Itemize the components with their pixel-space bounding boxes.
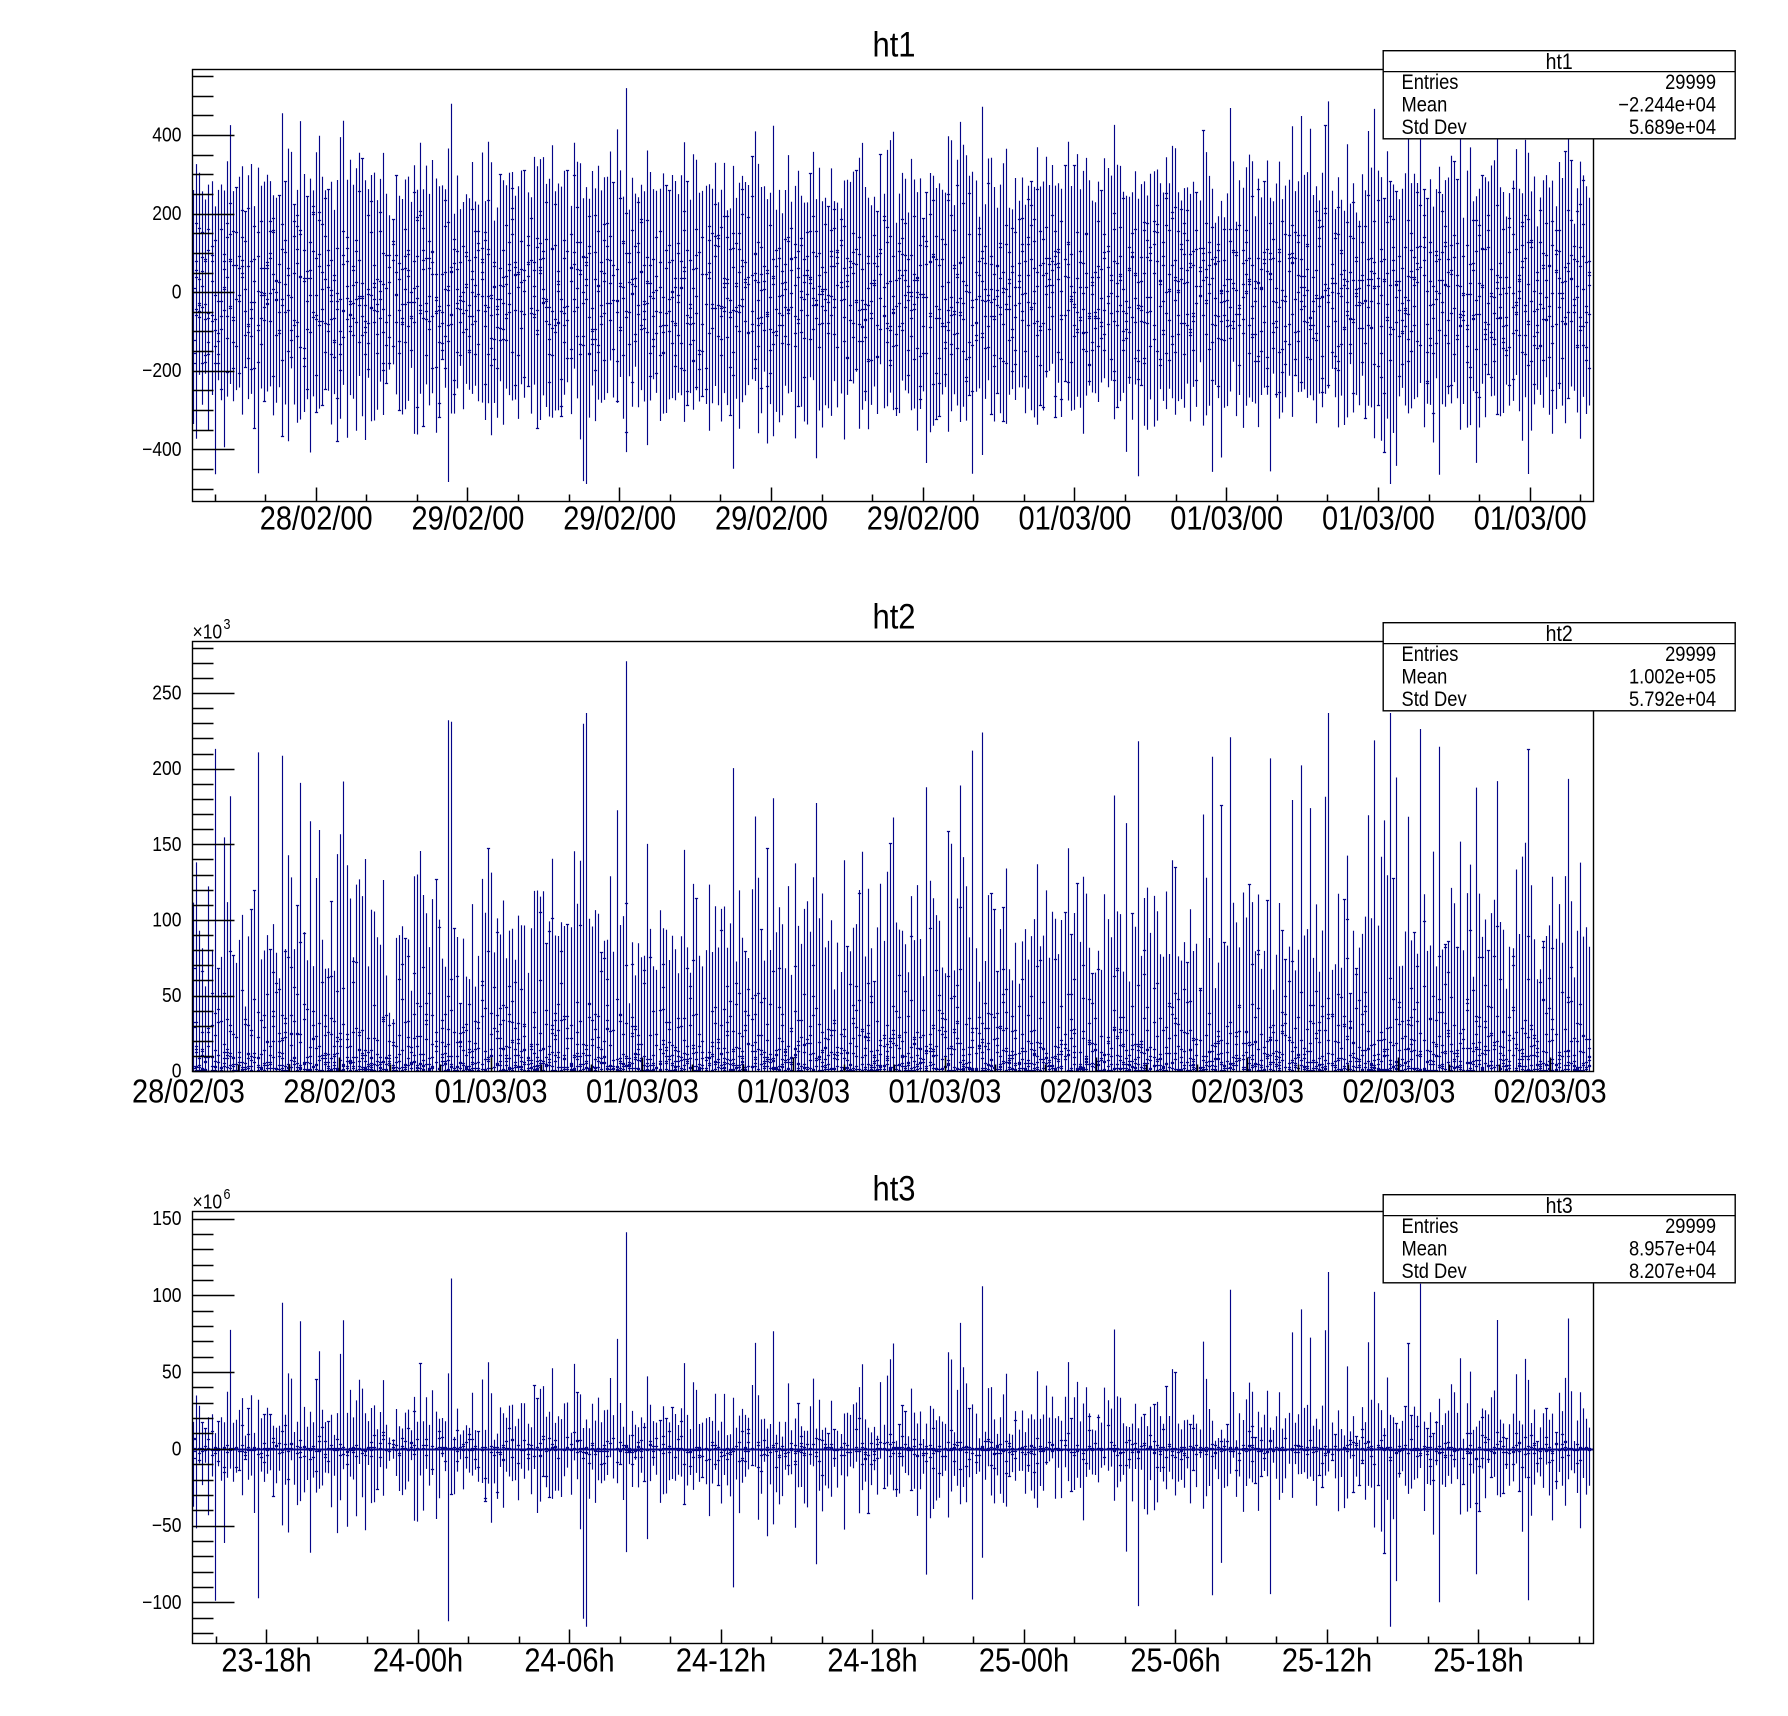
svg-text:Entries: Entries [1402, 643, 1459, 666]
svg-text:250: 250 [152, 681, 181, 703]
svg-text:200: 200 [152, 202, 181, 224]
svg-text:6: 6 [224, 1186, 231, 1202]
svg-text:02/03/03: 02/03/03 [1040, 1072, 1153, 1109]
svg-text:25-00h: 25-00h [979, 1642, 1069, 1679]
svg-text:8.957e+04: 8.957e+04 [1629, 1237, 1716, 1260]
svg-text:29999: 29999 [1665, 643, 1716, 666]
svg-text:1.002e+05: 1.002e+05 [1629, 665, 1716, 688]
svg-text:24-00h: 24-00h [373, 1642, 463, 1679]
svg-text:Std Dev: Std Dev [1402, 688, 1467, 711]
svg-text:01/03/00: 01/03/00 [1322, 500, 1435, 537]
svg-text:01/03/00: 01/03/00 [1019, 500, 1132, 537]
svg-text:24-12h: 24-12h [676, 1642, 766, 1679]
svg-text:29/02/00: 29/02/00 [715, 500, 828, 537]
svg-text:200: 200 [152, 757, 181, 779]
svg-text:0: 0 [172, 1059, 182, 1081]
svg-text:01/03/03: 01/03/03 [435, 1072, 548, 1109]
svg-text:Std Dev: Std Dev [1402, 1260, 1467, 1283]
svg-text:Std Dev: Std Dev [1402, 116, 1467, 139]
svg-text:ht3: ht3 [1546, 1194, 1573, 1219]
svg-text:29999: 29999 [1665, 71, 1716, 94]
svg-text:Entries: Entries [1402, 71, 1459, 94]
svg-text:25-06h: 25-06h [1130, 1642, 1220, 1679]
svg-text:Mean: Mean [1402, 1237, 1448, 1260]
svg-text:100: 100 [152, 1284, 181, 1306]
svg-text:3: 3 [224, 616, 231, 632]
svg-text:25-18h: 25-18h [1433, 1642, 1523, 1679]
svg-text:29999: 29999 [1665, 1215, 1716, 1238]
svg-text:28/02/00: 28/02/00 [260, 500, 373, 537]
svg-text:−100: −100 [142, 1591, 181, 1613]
svg-text:ht1: ht1 [1546, 50, 1573, 75]
svg-text:01/03/00: 01/03/00 [1474, 500, 1587, 537]
svg-text:Mean: Mean [1402, 93, 1448, 116]
svg-text:24-06h: 24-06h [524, 1642, 614, 1679]
svg-text:400: 400 [152, 123, 181, 145]
svg-text:Entries: Entries [1402, 1215, 1459, 1238]
svg-text:8.207e+04: 8.207e+04 [1629, 1260, 1716, 1283]
svg-text:0: 0 [172, 1437, 182, 1459]
svg-text:29/02/00: 29/02/00 [867, 500, 980, 537]
svg-text:29/02/00: 29/02/00 [411, 500, 524, 537]
svg-text:01/03/03: 01/03/03 [586, 1072, 699, 1109]
svg-text:28/02/03: 28/02/03 [132, 1072, 245, 1109]
svg-text:23-18h: 23-18h [221, 1642, 311, 1679]
svg-text:×10: ×10 [193, 1190, 223, 1212]
svg-text:29/02/00: 29/02/00 [563, 500, 676, 537]
svg-text:−2.244e+04: −2.244e+04 [1618, 93, 1716, 116]
svg-text:02/03/03: 02/03/03 [1494, 1072, 1607, 1109]
svg-text:01/03/03: 01/03/03 [889, 1072, 1002, 1109]
svg-text:×10: ×10 [193, 620, 223, 642]
svg-text:02/03/03: 02/03/03 [1191, 1072, 1304, 1109]
svg-text:5.792e+04: 5.792e+04 [1629, 688, 1716, 711]
svg-text:01/03/00: 01/03/00 [1170, 500, 1283, 537]
svg-text:100: 100 [152, 908, 181, 930]
svg-text:5.689e+04: 5.689e+04 [1629, 116, 1716, 139]
svg-text:ht1: ht1 [872, 25, 915, 64]
svg-text:−200: −200 [142, 359, 181, 381]
svg-text:01/03/03: 01/03/03 [737, 1072, 850, 1109]
svg-text:ht2: ht2 [1546, 622, 1573, 647]
svg-text:−400: −400 [142, 438, 181, 460]
svg-text:02/03/03: 02/03/03 [1342, 1072, 1455, 1109]
svg-text:150: 150 [152, 1207, 181, 1229]
svg-text:150: 150 [152, 833, 181, 855]
svg-text:Mean: Mean [1402, 665, 1448, 688]
svg-text:−50: −50 [152, 1514, 182, 1536]
svg-text:28/02/03: 28/02/03 [283, 1072, 396, 1109]
svg-text:25-12h: 25-12h [1282, 1642, 1372, 1679]
svg-text:ht3: ht3 [872, 1169, 915, 1208]
svg-text:ht2: ht2 [872, 597, 915, 636]
svg-text:50: 50 [162, 984, 181, 1006]
svg-text:0: 0 [172, 281, 182, 303]
svg-text:24-18h: 24-18h [827, 1642, 917, 1679]
svg-text:50: 50 [162, 1360, 181, 1382]
